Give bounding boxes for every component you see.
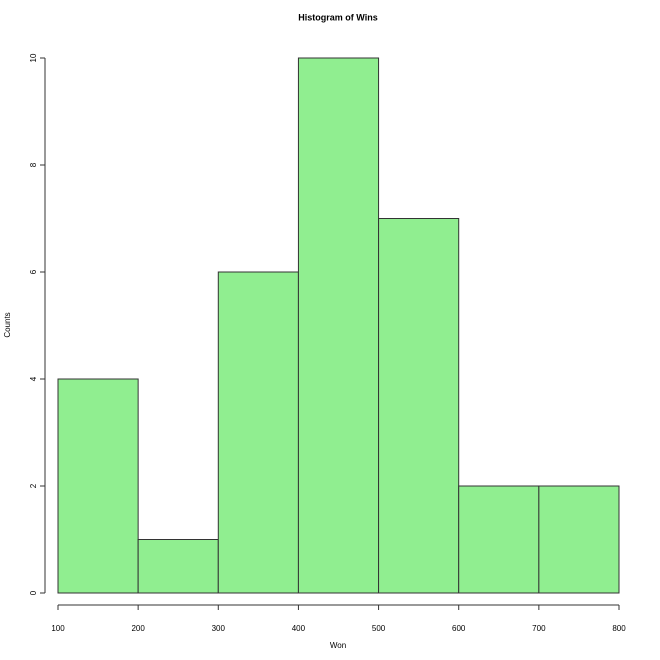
chart-title: Histogram of Wins <box>298 12 377 22</box>
x-tick-label: 500 <box>372 624 386 633</box>
x-axis-label: Won <box>330 641 346 650</box>
x-tick-label: 100 <box>51 624 65 633</box>
y-tick-label: 2 <box>29 483 38 488</box>
bar <box>217 271 299 594</box>
bar <box>538 485 620 594</box>
bar <box>57 378 139 594</box>
y-tick-label: 6 <box>29 269 38 274</box>
bar <box>137 539 219 594</box>
bar <box>297 57 380 594</box>
x-tick-label: 600 <box>452 624 466 633</box>
y-axis-label: Counts <box>3 312 12 337</box>
x-tick-label: 800 <box>612 624 626 633</box>
y-tick-label: 8 <box>29 162 38 167</box>
y-tick-label: 0 <box>29 590 38 595</box>
bar <box>458 485 540 594</box>
x-tick-label: 200 <box>131 624 145 633</box>
y-tick-label: 10 <box>29 53 38 62</box>
x-tick-label: 300 <box>212 624 226 633</box>
y-tick-label: 4 <box>29 376 38 381</box>
x-tick-label: 700 <box>532 624 546 633</box>
bar <box>378 218 460 594</box>
x-tick-label: 400 <box>292 624 306 633</box>
